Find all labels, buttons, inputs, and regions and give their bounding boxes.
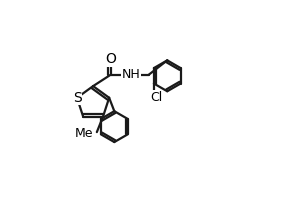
Text: Me: Me <box>75 127 93 140</box>
Text: NH: NH <box>122 68 141 81</box>
Text: S: S <box>73 91 82 105</box>
Text: O: O <box>105 52 116 66</box>
Text: Cl: Cl <box>150 91 162 104</box>
